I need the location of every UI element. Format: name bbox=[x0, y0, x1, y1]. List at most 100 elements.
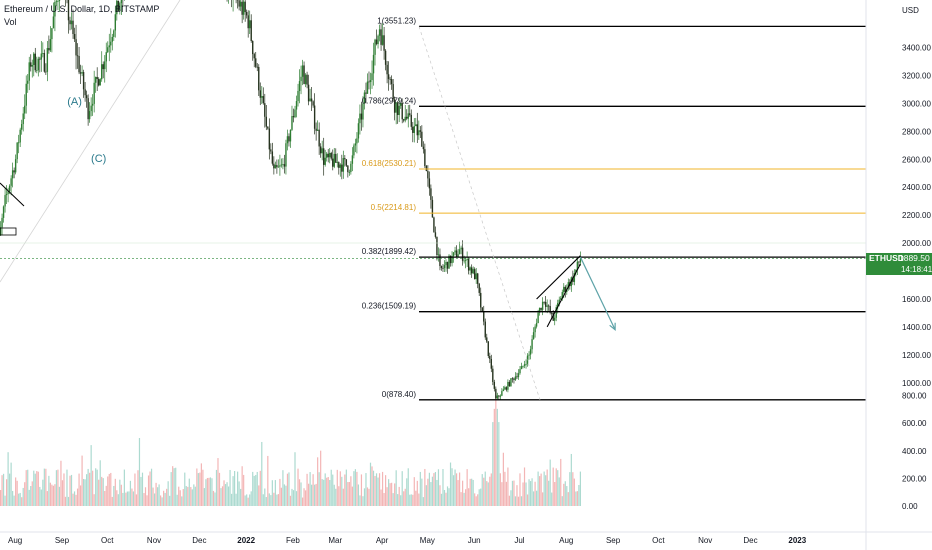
wave-label: (A) bbox=[67, 96, 82, 108]
volume-bar bbox=[510, 490, 512, 506]
drawings[interactable] bbox=[0, 0, 866, 331]
candle-body bbox=[351, 155, 354, 164]
volume-bar bbox=[561, 496, 563, 506]
volume-bar bbox=[307, 483, 310, 506]
candle-body bbox=[360, 113, 363, 120]
volume-bar bbox=[321, 479, 323, 506]
fibonacci-retracement[interactable]: 1(3551.23) 0.786(2979.24) 0.618(2530.21) 0.… bbox=[362, 16, 866, 401]
volume-bar bbox=[549, 459, 551, 506]
candle-body bbox=[55, 1, 58, 3]
volume-bar bbox=[34, 473, 36, 506]
candle-body bbox=[528, 354, 530, 356]
volume-bar bbox=[173, 468, 175, 506]
candle-body bbox=[390, 79, 393, 85]
volume-bar bbox=[69, 475, 71, 506]
volume-bar bbox=[395, 470, 397, 506]
candle-body bbox=[378, 29, 381, 36]
volume-bar bbox=[247, 497, 249, 506]
candle-body bbox=[67, 0, 70, 21]
volume-bar bbox=[566, 486, 568, 506]
candle-body bbox=[338, 162, 340, 168]
volume-bar bbox=[513, 480, 515, 506]
candle-body bbox=[348, 171, 351, 173]
volume-bar bbox=[96, 469, 98, 506]
candle-body bbox=[52, 16, 55, 29]
symbol-title[interactable]: Ethereum / U.S. Dollar, 1D, BITSTAMP bbox=[4, 4, 160, 14]
candle-body bbox=[541, 301, 544, 310]
volume-bar bbox=[554, 482, 556, 506]
candle-body bbox=[258, 66, 260, 91]
candle-body bbox=[547, 305, 550, 307]
volume-bar bbox=[413, 477, 415, 506]
candle-body bbox=[34, 53, 36, 71]
volume-bar bbox=[386, 487, 388, 506]
volume-bar bbox=[543, 471, 545, 506]
candle-body bbox=[511, 378, 514, 380]
volume-bar bbox=[579, 471, 581, 506]
volume-bar bbox=[143, 493, 145, 506]
volume-bar bbox=[120, 484, 122, 506]
candle-body bbox=[451, 256, 453, 264]
volume-bar bbox=[431, 476, 434, 506]
volume-bar bbox=[458, 472, 461, 506]
volume-label[interactable]: Vol bbox=[4, 17, 17, 27]
candle-body bbox=[384, 50, 387, 65]
candle-body bbox=[353, 145, 355, 156]
volume-bar bbox=[276, 494, 278, 506]
candle-body bbox=[300, 76, 302, 82]
volume-bar bbox=[214, 492, 216, 506]
volume-bar bbox=[156, 487, 159, 506]
volume-bar bbox=[443, 489, 446, 506]
volume-bar bbox=[493, 408, 495, 506]
candle-body bbox=[316, 129, 319, 131]
candle-body bbox=[286, 136, 289, 144]
volume-bar bbox=[196, 468, 198, 506]
time-axis[interactable]: Aug Sep Oct Nov Dec 2022 Feb Mar Apr May Jun Jul Aug… bbox=[8, 536, 807, 545]
price-axis[interactable]: USD 3400.00 3200.00 3000.00 2800.00 2600.00 24… bbox=[902, 6, 931, 388]
candle-body bbox=[276, 164, 278, 168]
candle-body bbox=[383, 35, 385, 51]
volume-bar bbox=[176, 494, 178, 506]
volume-bar bbox=[194, 486, 196, 506]
volume-bar bbox=[40, 489, 42, 506]
price-tag-value: 1889.50 bbox=[899, 252, 930, 263]
candle-body bbox=[242, 1, 245, 15]
candle-body bbox=[341, 164, 343, 172]
candle-body bbox=[114, 14, 117, 31]
volume-bar bbox=[434, 471, 437, 506]
candle-body bbox=[117, 0, 120, 11]
volume-bar bbox=[389, 483, 391, 506]
candle-body bbox=[386, 64, 388, 75]
price-axis-currency: USD bbox=[902, 6, 919, 15]
volume-bar bbox=[116, 490, 118, 506]
candle-body bbox=[90, 105, 92, 112]
candle-body bbox=[91, 103, 94, 106]
candle-body bbox=[326, 153, 328, 158]
candle-body bbox=[85, 95, 88, 99]
candle-body bbox=[54, 1, 56, 17]
candle-body bbox=[255, 58, 257, 67]
volume-bar bbox=[477, 494, 479, 506]
candle-body bbox=[40, 53, 43, 60]
volume-bar bbox=[292, 490, 295, 506]
candle-body bbox=[362, 103, 364, 120]
volume-axis: 800.00 600.00 400.00 200.00 0.00 bbox=[902, 392, 927, 511]
volume-bar bbox=[243, 474, 245, 506]
volume-bar bbox=[104, 490, 106, 506]
volume-bar bbox=[230, 493, 233, 506]
volume-bar bbox=[354, 469, 356, 506]
candle-body bbox=[490, 359, 492, 369]
volume-bar bbox=[64, 496, 67, 506]
volume-bar bbox=[398, 486, 400, 506]
candle-body bbox=[274, 164, 277, 169]
volume-bar bbox=[58, 486, 61, 506]
volume-bar bbox=[108, 473, 110, 506]
candle-body bbox=[14, 159, 17, 173]
candle-body bbox=[439, 254, 441, 267]
volume-bar bbox=[369, 462, 372, 506]
volume-bar bbox=[126, 491, 128, 506]
volume-bar bbox=[422, 497, 424, 506]
volume-bar bbox=[128, 491, 130, 506]
volume-bar bbox=[575, 491, 577, 506]
